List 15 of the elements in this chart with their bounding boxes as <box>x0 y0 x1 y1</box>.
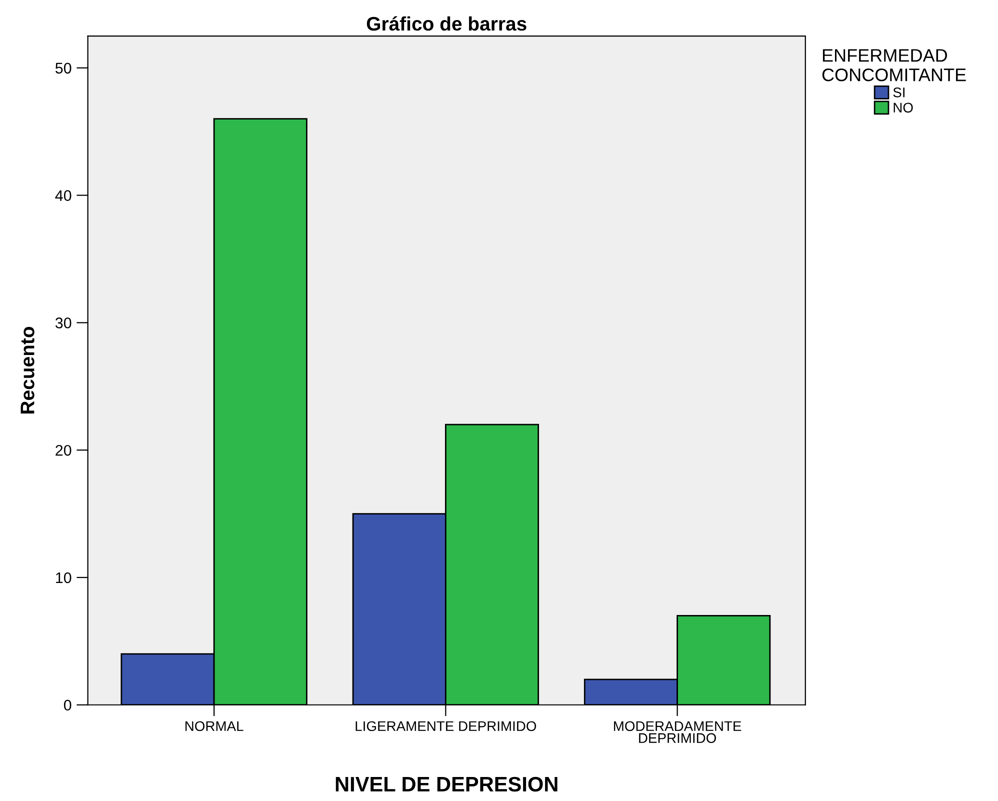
y-tick-label: 0 <box>64 700 72 711</box>
legend-label: SI <box>893 87 904 98</box>
y-tick-label: 10 <box>56 572 72 584</box>
legend-title: ENFERMEDAD CONCOMITANTE <box>822 49 966 82</box>
x-tick-label: LIGERAMENTE DEPRIMIDO <box>356 721 536 732</box>
x-tick-label: NORMAL <box>185 721 244 732</box>
y-tick-label: 50 <box>55 62 72 74</box>
y-tick-label: 40 <box>55 190 72 201</box>
y-tick-label: 30 <box>55 318 72 328</box>
x-axis-title: NIVEL DE DEPRESION <box>336 776 558 792</box>
chart-title: Gráfico de barras <box>366 16 526 31</box>
legend-label: NO <box>894 102 913 113</box>
x-tick-label: MODERADAMENTE DEPRIMIDO <box>614 721 742 743</box>
y-tick-label: 20 <box>56 444 72 456</box>
y-axis-title: Recuento <box>20 326 34 414</box>
